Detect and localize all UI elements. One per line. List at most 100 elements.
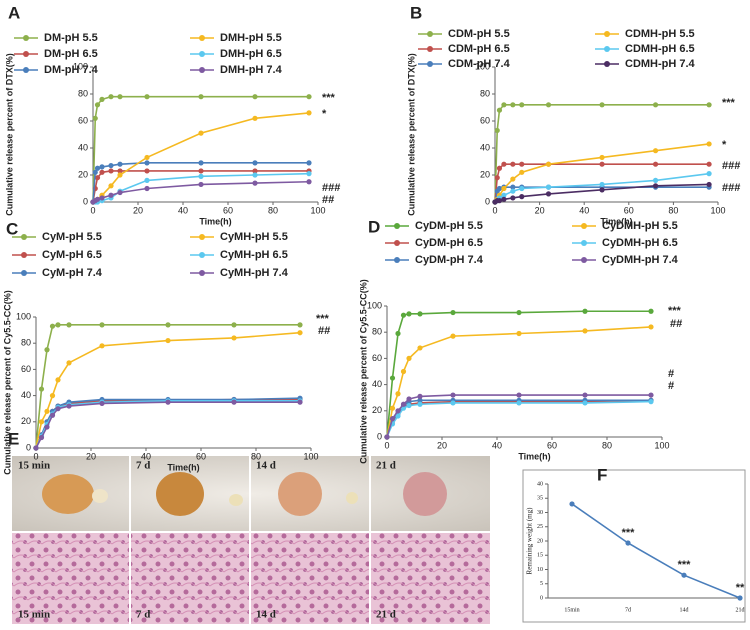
data-point xyxy=(516,309,522,316)
data-point xyxy=(94,175,101,181)
series-line xyxy=(386,400,652,438)
data-point xyxy=(519,161,525,167)
y-tick-label: 20 xyxy=(372,405,382,415)
data-point xyxy=(231,322,237,328)
photo-label: 21 d xyxy=(376,609,396,621)
data-point xyxy=(417,393,423,399)
panel-letter: C xyxy=(6,219,18,238)
data-point xyxy=(144,154,150,161)
data-point xyxy=(117,168,123,174)
x-tick-label: 80 xyxy=(602,440,612,450)
data-point xyxy=(49,412,56,418)
data-point xyxy=(117,94,123,100)
data-point xyxy=(94,165,101,171)
y-tick-label: 20 xyxy=(21,416,31,426)
series-line xyxy=(35,398,300,449)
data-point xyxy=(198,94,204,100)
data-point xyxy=(55,322,61,328)
x-tick-label: 15min xyxy=(564,607,579,613)
y-axis-label: Remaining weight (mg) xyxy=(526,507,534,575)
data-point xyxy=(406,402,412,409)
series-line xyxy=(386,394,651,438)
x-tick-label: 0 xyxy=(384,440,389,450)
series-line xyxy=(92,170,309,203)
data-point xyxy=(400,401,407,407)
legend-label: CyDM-pH 5.5 xyxy=(415,220,483,232)
data-point xyxy=(450,400,456,406)
annotation: ## xyxy=(670,318,682,330)
annotation: *** xyxy=(722,97,736,109)
series-line xyxy=(35,400,300,449)
data-point xyxy=(66,403,72,409)
data-point xyxy=(625,540,631,546)
data-point xyxy=(494,175,500,181)
data-point xyxy=(108,183,114,189)
data-point xyxy=(400,368,407,375)
series-line xyxy=(386,326,652,438)
y-tick-label: 20 xyxy=(537,538,543,544)
annotation: # xyxy=(668,380,674,392)
data-point xyxy=(144,168,150,174)
data-point xyxy=(389,405,396,411)
y-tick-label: 20 xyxy=(480,169,490,179)
data-point xyxy=(306,171,312,177)
data-point xyxy=(231,399,237,405)
data-point xyxy=(49,393,56,399)
legend-swatch xyxy=(394,257,400,263)
data-point xyxy=(545,161,552,167)
annotation: *** xyxy=(668,305,682,317)
annotation: ** xyxy=(736,582,745,594)
y-tick-label: 0 xyxy=(26,442,31,452)
data-point xyxy=(55,406,61,412)
annotation: *** xyxy=(322,92,336,104)
legend-swatch xyxy=(604,31,610,37)
x-axis-label: Time(h) xyxy=(167,462,199,472)
data-point xyxy=(395,408,401,414)
data-point xyxy=(706,171,712,177)
data-point xyxy=(681,572,687,578)
y-tick-label: 0 xyxy=(83,196,88,206)
data-point xyxy=(450,309,456,316)
data-point xyxy=(252,160,258,166)
data-point xyxy=(510,102,516,108)
annotation: *** xyxy=(622,527,636,539)
data-point xyxy=(252,180,258,186)
data-point xyxy=(510,195,516,201)
legend-label: CyMH-pH 7.4 xyxy=(220,267,289,279)
data-point xyxy=(519,185,525,192)
y-tick-label: 60 xyxy=(21,364,31,374)
data-point xyxy=(165,399,171,405)
legend-swatch xyxy=(21,270,27,276)
y-tick-label: 0 xyxy=(485,196,490,206)
data-point xyxy=(231,335,237,341)
series-line xyxy=(35,324,300,449)
data-point xyxy=(510,161,516,167)
data-point xyxy=(406,396,412,402)
data-point xyxy=(510,188,516,194)
legend-swatch xyxy=(427,46,433,52)
data-point xyxy=(648,399,654,405)
data-point xyxy=(389,375,396,381)
data-point xyxy=(306,160,312,166)
series-line xyxy=(92,95,309,203)
y-tick-label: 40 xyxy=(537,481,543,487)
x-tick-label: 20 xyxy=(535,205,545,215)
data-point xyxy=(117,189,123,196)
data-point xyxy=(198,168,204,174)
y-tick-label: 25 xyxy=(537,524,543,530)
y-tick-label: 20 xyxy=(78,169,88,179)
series-line xyxy=(571,503,741,599)
x-tick-label: 40 xyxy=(141,451,151,461)
legend-swatch xyxy=(199,234,205,240)
data-point xyxy=(450,333,456,339)
data-point xyxy=(648,324,654,330)
y-tick-label: 0 xyxy=(377,431,382,441)
x-tick-label: 40 xyxy=(579,205,589,215)
data-point xyxy=(198,173,204,179)
legend-swatch xyxy=(199,67,205,73)
data-point xyxy=(545,184,552,190)
data-point xyxy=(510,176,516,182)
data-point xyxy=(706,181,712,188)
data-point xyxy=(737,595,743,601)
legend-swatch xyxy=(23,51,29,57)
